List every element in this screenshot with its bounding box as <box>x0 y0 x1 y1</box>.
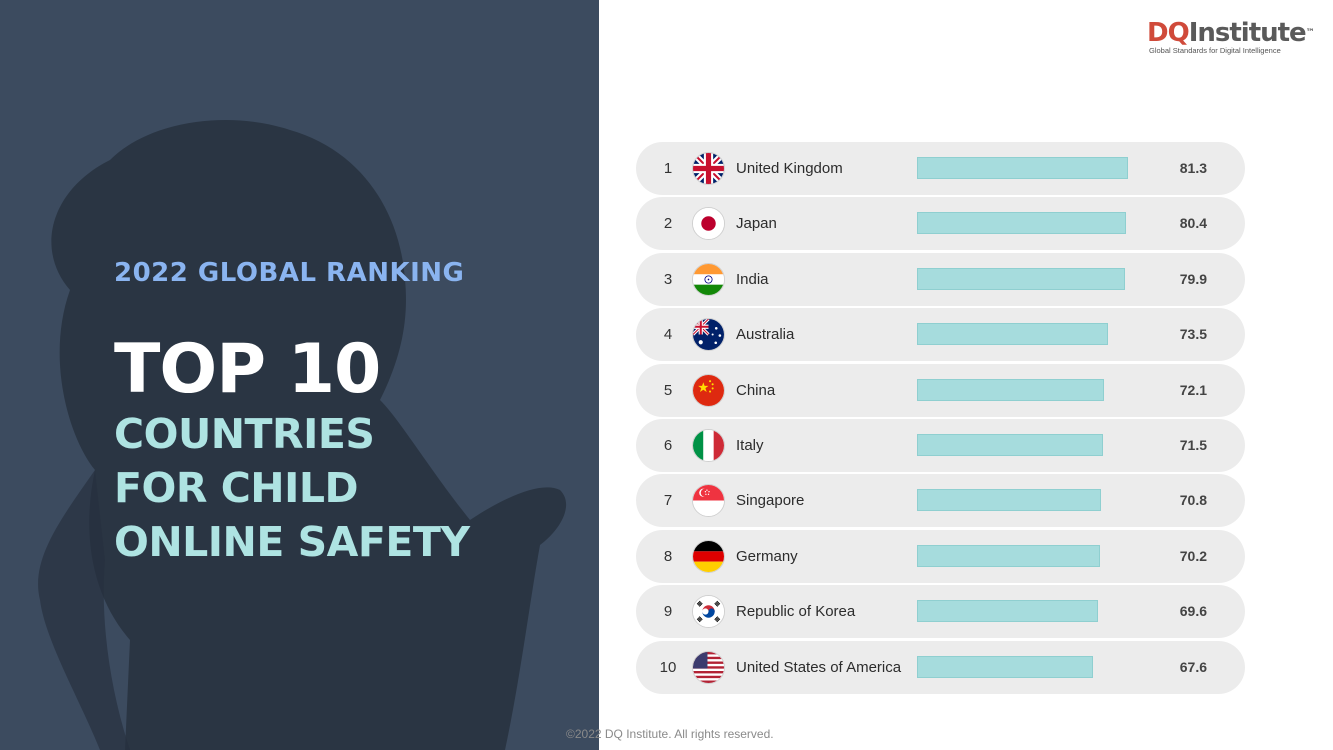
rank-number: 1 <box>663 160 673 177</box>
score-bar <box>917 655 1093 678</box>
rank-number: 7 <box>663 492 673 510</box>
country-label: Republic of Korea <box>736 603 856 621</box>
country-label: Japan <box>736 215 777 233</box>
rank-number: 8 <box>663 547 673 565</box>
japan-flag-icon <box>692 207 725 241</box>
country-label: Germany <box>736 547 798 565</box>
rank-number: 6 <box>663 436 673 454</box>
score-value: 69.6 <box>1179 603 1207 620</box>
table-row: 10 United States of America 67.6 <box>636 640 1245 694</box>
rank-number: 2 <box>663 215 673 233</box>
country-label: China <box>736 381 776 399</box>
girl-silhouette-image <box>38 120 567 750</box>
rank-number: 3 <box>663 270 673 288</box>
germany-flag-icon <box>692 539 725 573</box>
rank-number: 5 <box>663 381 673 399</box>
score-bar <box>917 600 1098 623</box>
dq-institute-logo: DQInstitute™ Global Standards for Digita… <box>1147 18 1315 58</box>
score-bar <box>917 267 1125 290</box>
table-row: 1 United Kingdom 81.3 <box>636 142 1245 195</box>
table-row: 3 India 79.9 <box>636 252 1245 306</box>
logo-tagline: Global Standards for Digital Intelligenc… <box>1149 46 1281 55</box>
score-bar <box>917 323 1109 346</box>
page-title: TOP 10 <box>114 330 381 409</box>
table-row: 6 Italy 71.5 <box>636 418 1245 472</box>
table-row: 9 Republic of Korea 69.6 <box>636 585 1245 639</box>
country-label: United Kingdom <box>736 160 843 177</box>
score-value: 67.6 <box>1179 658 1207 675</box>
score-value: 70.8 <box>1179 492 1207 509</box>
subtitle-line: COUNTRIES <box>114 410 375 458</box>
country-label: Italy <box>736 436 764 454</box>
copyright-footer: ©2022 DQ Institute. All rights reserved. <box>566 727 774 741</box>
score-value: 80.4 <box>1179 215 1207 232</box>
score-bar <box>917 544 1100 567</box>
ranking-kicker: 2022 GLOBAL RANKING <box>114 258 465 288</box>
score-value: 70.2 <box>1179 547 1207 564</box>
table-row: 7 Singapore 70.8 <box>636 474 1245 528</box>
china-flag-icon <box>692 373 725 407</box>
score-value: 73.5 <box>1179 326 1207 343</box>
country-label: Singapore <box>736 492 805 510</box>
score-value: 79.9 <box>1179 270 1207 287</box>
table-row: 5 China 72.1 <box>636 363 1245 417</box>
score-bar <box>917 378 1105 401</box>
rank-number: 10 <box>659 658 677 676</box>
score-bar <box>917 212 1127 235</box>
country-label: India <box>736 270 769 288</box>
table-row: 2 Japan 80.4 <box>636 197 1245 251</box>
score-bar <box>917 489 1102 512</box>
korea-flag-icon <box>692 595 725 629</box>
subtitle-line: ONLINE SAFETY <box>114 518 470 566</box>
usa-flag-icon <box>692 650 725 684</box>
score-bar <box>917 157 1129 179</box>
table-row: 4 Australia 73.5 <box>636 308 1245 362</box>
score-value: 81.3 <box>1179 160 1207 176</box>
logo-wordmark: DQInstitute™ <box>1147 18 1315 48</box>
india-flag-icon <box>692 262 725 296</box>
ranking-chart: 1 United Kingdom 81.3 2 Japan 80.4 3 India 79.9 4… <box>636 142 1245 696</box>
australia-flag-icon <box>692 318 725 352</box>
table-row: 8 Germany 70.2 <box>636 529 1245 583</box>
rank-number: 4 <box>663 326 673 344</box>
rank-number: 9 <box>663 603 673 621</box>
italy-flag-icon <box>692 428 725 462</box>
country-label: Australia <box>736 326 795 344</box>
left-panel: 2022 GLOBAL RANKING TOP 10 COUNTRIES FOR… <box>0 0 599 750</box>
score-value: 72.1 <box>1179 381 1207 398</box>
score-value: 71.5 <box>1179 436 1207 453</box>
singapore-flag-icon <box>692 484 725 518</box>
subtitle-line: FOR CHILD <box>114 464 359 512</box>
score-bar <box>917 433 1103 456</box>
country-label: United States of America <box>736 658 902 676</box>
uk-flag-icon <box>692 152 725 185</box>
